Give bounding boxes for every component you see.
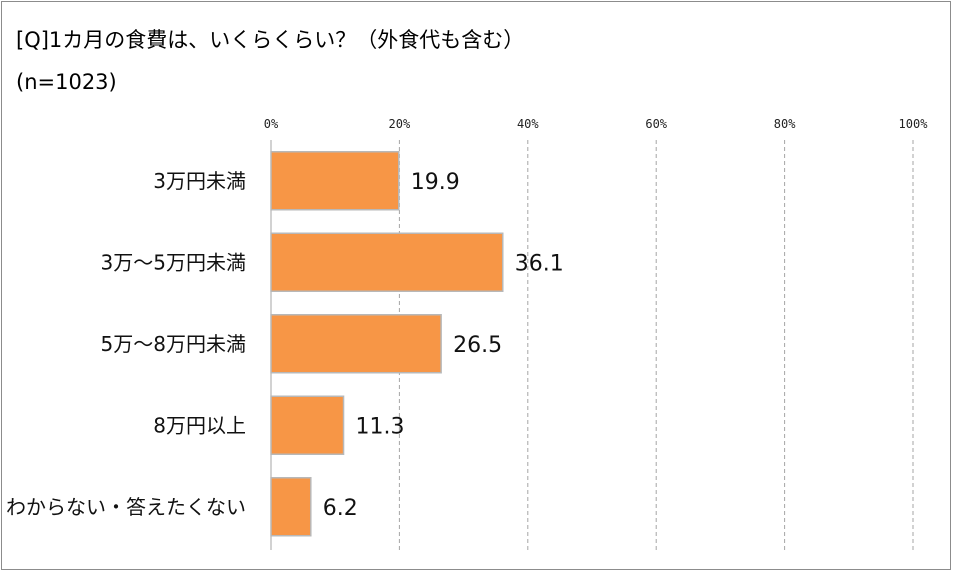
- x-tick-label: 40%: [517, 117, 539, 131]
- bar: [270, 232, 504, 292]
- category-label: 8万円以上: [153, 413, 246, 437]
- x-tick-label: 60%: [645, 117, 667, 131]
- bar: [270, 477, 312, 537]
- bar: [270, 314, 442, 374]
- category-label: わからない・答えたくない: [6, 495, 246, 519]
- bar: [270, 151, 400, 211]
- x-tick-label: 80%: [774, 117, 796, 131]
- x-tick-label: 0%: [264, 117, 279, 131]
- chart-title: [Q]1カ月の食費は、いくらくらい？（外食代も含む）: [16, 28, 525, 52]
- data-label: 11.3: [356, 414, 405, 439]
- chart-subtitle: (n=1023): [16, 70, 117, 94]
- data-label: 36.1: [515, 251, 564, 276]
- data-label: 19.9: [411, 170, 460, 195]
- category-label: 3万～5万円未満: [101, 250, 246, 274]
- bar: [270, 395, 345, 455]
- data-label: 26.5: [453, 333, 502, 358]
- category-label: 3万円未満: [153, 169, 246, 193]
- category-label: 5万～8万円未満: [101, 332, 246, 356]
- x-tick-label: 20%: [389, 117, 411, 131]
- x-tick-label: 100%: [899, 117, 929, 131]
- data-label: 6.2: [323, 496, 358, 521]
